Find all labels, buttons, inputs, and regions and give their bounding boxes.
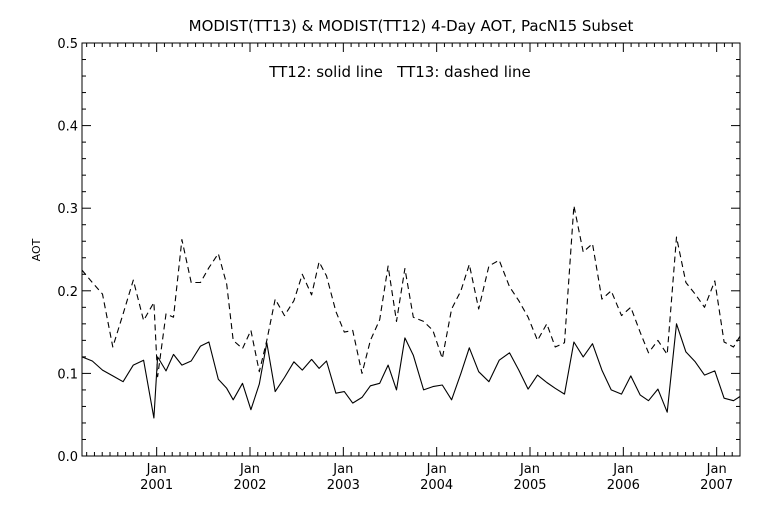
legend-annotation: TT12: solid line TT13: dashed line	[268, 63, 531, 81]
x-tick-month: Jan	[146, 462, 167, 477]
y-axis: 0.0 0.1 0.2 0.3 0.4 0.5	[57, 37, 740, 465]
x-tick-year: 2004	[420, 478, 453, 493]
chart-title: MODIST(TT13) & MODIST(TT12) 4-Day AOT, P…	[189, 17, 634, 35]
y-tick-label: 0.5	[57, 37, 78, 52]
x-tick-year: 2003	[327, 478, 360, 493]
y-tick-label: 0.0	[57, 450, 78, 465]
y-tick-label: 0.3	[57, 202, 78, 217]
series-line-tt12	[81, 323, 741, 419]
x-tick-year: 2001	[140, 478, 173, 493]
x-tick-year: 2007	[700, 478, 733, 493]
x-tick-year: 2006	[607, 478, 640, 493]
x-tick-month: Jan	[612, 462, 633, 477]
x-axis: Jan2001Jan2002Jan2003Jan2004Jan2005Jan20…	[86, 43, 741, 493]
y-tick-label: 0.4	[57, 120, 78, 135]
y-axis-label: AOT	[30, 238, 43, 261]
plot-frame	[81, 42, 741, 457]
x-tick-month: Jan	[706, 462, 727, 477]
x-tick-month: Jan	[239, 462, 260, 477]
x-tick-month: Jan	[426, 462, 447, 477]
series-layer	[81, 205, 741, 419]
series-line-tt13	[81, 205, 741, 378]
x-tick-year: 2005	[513, 478, 546, 493]
y-tick-label: 0.1	[57, 367, 78, 382]
x-tick-year: 2002	[233, 478, 266, 493]
x-tick-month: Jan	[519, 462, 540, 477]
x-tick-month: Jan	[332, 462, 353, 477]
y-tick-label: 0.2	[57, 285, 78, 300]
